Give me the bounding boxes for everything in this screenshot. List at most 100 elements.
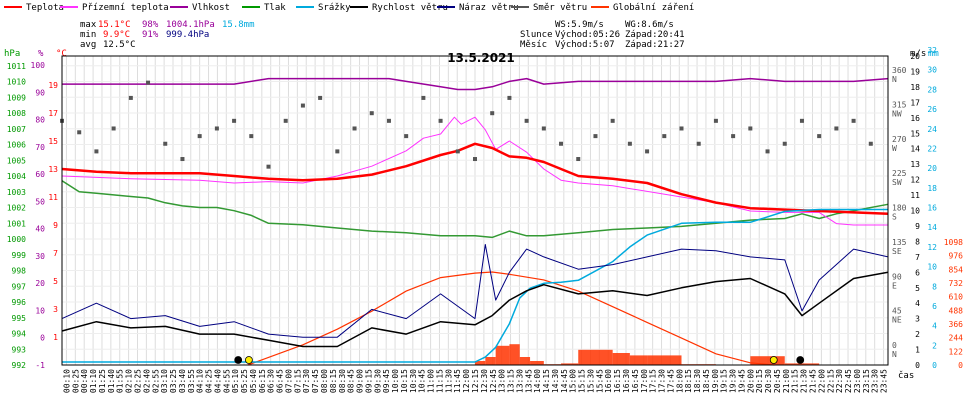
- x-tick-label: 09:15: [364, 369, 373, 393]
- legend-label: Srážky: [318, 3, 351, 13]
- tick-label-pct: 70: [35, 143, 45, 152]
- x-tick-label: 07:45: [311, 369, 320, 393]
- wind-direction-point: [576, 157, 581, 162]
- wind-direction-point: [386, 118, 391, 123]
- x-tick-label: 05:10: [231, 369, 240, 393]
- tick-label-pct: 50: [35, 197, 45, 206]
- right-axes: m/s mm01234567891011121314151617181920024…: [892, 46, 963, 370]
- tick-label-deg: 180: [892, 204, 907, 213]
- x-tick-label: 23:00: [853, 369, 862, 393]
- tick-label-mm: 28: [927, 85, 937, 94]
- series-radiation: [247, 271, 775, 366]
- tick-label-deg: 135: [892, 238, 907, 247]
- tick-label-hpa: 995: [12, 314, 27, 323]
- chart-legend: Teplota Přízemní teplota Vlhkost Tlak Srážky…: [4, 3, 694, 13]
- tick-label-degc: 11: [48, 193, 58, 202]
- x-tick-label: 01:55: [116, 369, 125, 393]
- wind-direction-point: [748, 126, 753, 131]
- tick-label-deg: 0: [892, 341, 897, 350]
- rain-intensity-bar: [612, 353, 630, 365]
- x-tick-label: 15:15: [578, 369, 587, 393]
- legend-label: Tlak: [264, 3, 286, 13]
- tick-label-hpa: 994: [12, 330, 27, 339]
- axis-unit-pct: %: [38, 49, 44, 59]
- tick-label-degc: 5: [53, 277, 58, 286]
- wind-direction-point: [128, 95, 133, 100]
- x-tick-label: 17:15: [649, 369, 658, 393]
- tick-label-ms: 0: [915, 361, 920, 370]
- wind-direction-point: [249, 134, 254, 139]
- tick-label-ms: 8: [915, 237, 920, 246]
- x-tick-label: 13:15: [507, 369, 516, 393]
- x-tick-label: 03:40: [178, 369, 187, 393]
- axis-unit-degc: °C: [56, 49, 67, 59]
- wind-direction-point: [834, 126, 839, 131]
- x-tick-label: 04:10: [196, 369, 205, 393]
- legend-label: Rychlost větru: [372, 3, 448, 13]
- chart-series: [60, 77, 889, 366]
- tick-label-dir: E: [892, 281, 897, 290]
- tick-label-ms: 3: [915, 315, 920, 324]
- x-tick-label: 18:30: [693, 369, 702, 393]
- wind-direction-point: [713, 118, 718, 123]
- tick-label-hpa: 1006: [7, 141, 26, 150]
- x-axis-label: čas: [898, 370, 914, 381]
- plot-border: [61, 55, 889, 366]
- x-tick-label: 10:15: [400, 369, 409, 393]
- x-tick-label: 16:30: [622, 369, 631, 393]
- tick-label-dir: S: [892, 213, 897, 222]
- stat-max-temp: 15.1°C: [98, 20, 131, 30]
- wind-direction-point: [851, 118, 856, 123]
- x-tick-label: 23:45: [880, 369, 889, 393]
- tick-label-pct: 30: [35, 252, 45, 261]
- sun-marker: [244, 356, 253, 364]
- sun-marker: [769, 356, 778, 364]
- x-tick-label: 19:45: [737, 369, 746, 393]
- wind-direction-point: [300, 103, 305, 108]
- rain-intensity-bar: [495, 345, 510, 365]
- stat-min-label: min: [80, 30, 96, 40]
- tick-label-pct: 20: [35, 279, 45, 288]
- tick-label-deg: 225: [892, 169, 907, 178]
- x-tick-label: 08:15: [329, 369, 338, 393]
- tick-label-pct: 0: [40, 334, 45, 343]
- tick-label-dir: SW: [892, 178, 902, 187]
- wind-direction-point: [214, 126, 219, 131]
- wind-direction-point: [541, 126, 546, 131]
- x-tick-label: 22:00: [817, 369, 826, 393]
- x-tick-label: 02:25: [133, 369, 142, 393]
- x-tick-label: 14:15: [542, 369, 551, 393]
- tick-label-pct: 80: [35, 116, 45, 125]
- tick-label-ms: 17: [910, 98, 920, 107]
- tick-label-deg: 90: [892, 272, 902, 281]
- rain-intensity-bar: [509, 344, 520, 365]
- x-tick-label: 00:10: [62, 369, 71, 393]
- x-tick-label: 21:30: [800, 369, 809, 393]
- tick-label-rad: 976: [949, 252, 964, 261]
- tick-label-dir: N: [892, 350, 897, 359]
- x-tick-label: 08:45: [347, 369, 356, 393]
- tick-label-hpa: 1001: [7, 219, 26, 228]
- tick-label-deg: 360: [892, 66, 907, 75]
- tick-label-ms: 16: [910, 114, 920, 123]
- rain-intensity-bar: [561, 363, 579, 365]
- wind-direction-point: [318, 95, 323, 100]
- tick-label-degc: 13: [48, 165, 58, 174]
- tick-label-rad: 488: [949, 306, 964, 315]
- x-tick-label: 18:00: [675, 369, 684, 393]
- tick-label-rad: 0: [958, 361, 963, 370]
- moon-marker: [796, 356, 805, 364]
- chart-stats: max 15.1°C 98% 1004.1hPa 15.8mm min 9.9°…: [80, 20, 685, 50]
- x-tick-label: 19:30: [729, 369, 738, 393]
- tick-label-rad: 1098: [944, 238, 963, 247]
- x-tick-label: 04:25: [205, 369, 214, 393]
- tick-label-mm: 32: [927, 46, 937, 55]
- wind-direction-point: [473, 157, 477, 162]
- stat-max-press: 1004.1hPa: [166, 20, 215, 30]
- x-tick-label: 17:30: [658, 369, 667, 393]
- tick-label-rad: 244: [949, 334, 964, 343]
- tick-label-ms: 14: [910, 145, 920, 154]
- x-tick-label: 15:00: [569, 369, 578, 393]
- rain-intensity-bar: [519, 357, 531, 365]
- rain-intensity-bar: [578, 349, 613, 365]
